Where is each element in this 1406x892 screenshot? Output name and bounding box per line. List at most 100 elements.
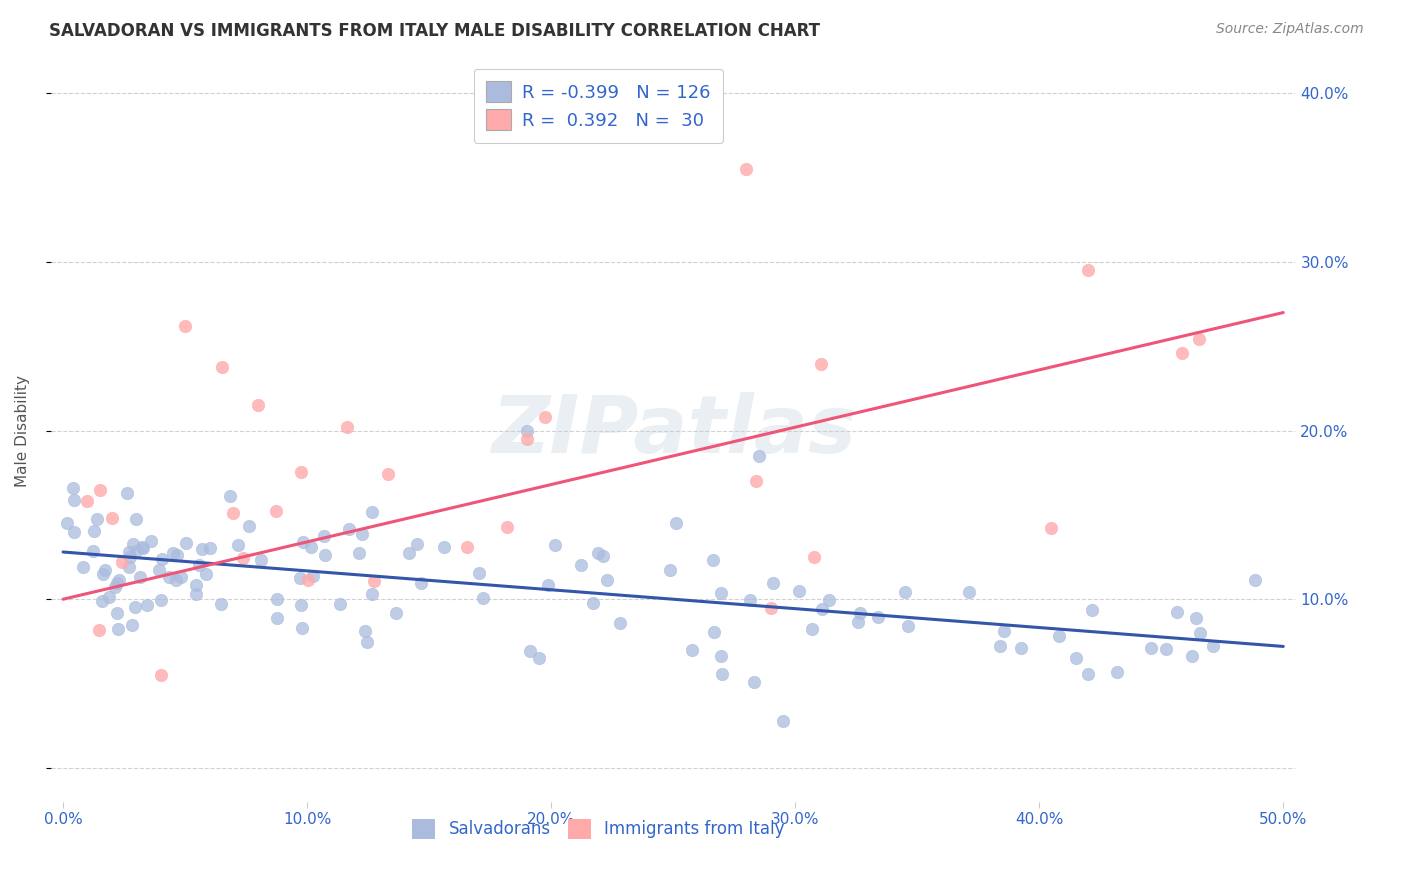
Point — [128, 570, 150, 584]
Point — [544, 538, 567, 552]
Point — [710, 586, 733, 600]
Point — [211, 359, 233, 374]
Point — [1105, 665, 1128, 680]
Point — [120, 549, 142, 564]
Point — [165, 574, 187, 588]
Point — [609, 615, 631, 630]
Point — [665, 516, 688, 530]
Point — [1188, 332, 1211, 346]
Point — [186, 578, 208, 592]
Point — [596, 573, 619, 587]
Point — [772, 714, 794, 728]
Point — [89, 623, 111, 637]
Point — [266, 504, 288, 518]
Point — [232, 550, 254, 565]
Point — [174, 536, 197, 550]
Point — [787, 584, 810, 599]
Point — [162, 546, 184, 560]
Point — [132, 541, 155, 555]
Point — [846, 615, 869, 629]
Point — [433, 540, 456, 554]
Point — [516, 432, 538, 446]
Point — [191, 542, 214, 557]
Point — [299, 540, 322, 554]
Point — [742, 674, 765, 689]
Point — [118, 560, 141, 574]
Point — [291, 621, 314, 635]
Point — [893, 584, 915, 599]
Point — [398, 546, 420, 560]
Point — [105, 575, 128, 590]
Point — [1010, 641, 1032, 656]
Point — [735, 162, 758, 177]
Point — [745, 474, 768, 488]
Point — [988, 639, 1011, 653]
Point — [1166, 605, 1188, 619]
Point — [349, 546, 371, 560]
Point — [297, 573, 319, 587]
Legend: Salvadorans, Immigrants from Italy: Salvadorans, Immigrants from Italy — [405, 813, 792, 846]
Point — [125, 511, 148, 525]
Point — [104, 580, 127, 594]
Point — [170, 570, 193, 584]
Point — [849, 606, 872, 620]
Point — [329, 597, 352, 611]
Point — [519, 643, 541, 657]
Point — [818, 593, 841, 607]
Point — [1077, 263, 1099, 277]
Point — [152, 552, 174, 566]
Point — [810, 357, 832, 371]
Point — [1156, 641, 1178, 656]
Point — [586, 546, 609, 560]
Point — [135, 598, 157, 612]
Point — [495, 520, 517, 534]
Point — [82, 544, 104, 558]
Point — [569, 558, 592, 572]
Point — [302, 569, 325, 583]
Point — [186, 587, 208, 601]
Point — [659, 563, 682, 577]
Point — [98, 590, 121, 604]
Point — [314, 548, 336, 562]
Point — [527, 650, 550, 665]
Point — [63, 492, 86, 507]
Point — [157, 570, 180, 584]
Point — [1081, 602, 1104, 616]
Point — [149, 668, 172, 682]
Point — [361, 505, 384, 519]
Point — [363, 574, 385, 588]
Point — [288, 570, 311, 584]
Point — [866, 610, 889, 624]
Point — [411, 576, 433, 591]
Point — [314, 529, 336, 543]
Point — [195, 566, 218, 581]
Point — [1049, 629, 1071, 643]
Point — [218, 489, 240, 503]
Point — [107, 622, 129, 636]
Text: Source: ZipAtlas.com: Source: ZipAtlas.com — [1216, 22, 1364, 37]
Point — [118, 545, 141, 559]
Point — [537, 578, 560, 592]
Point — [139, 533, 162, 548]
Point — [266, 611, 288, 625]
Point — [111, 555, 134, 569]
Point — [959, 585, 981, 599]
Point — [105, 606, 128, 620]
Point — [1202, 639, 1225, 653]
Point — [121, 618, 143, 632]
Point — [89, 483, 111, 497]
Point — [761, 600, 783, 615]
Point — [209, 597, 232, 611]
Point — [681, 643, 703, 657]
Y-axis label: Male Disability: Male Disability — [15, 375, 30, 487]
Point — [356, 635, 378, 649]
Point — [336, 419, 359, 434]
Point — [188, 558, 211, 573]
Point — [811, 602, 834, 616]
Point — [125, 544, 148, 558]
Point — [468, 566, 491, 580]
Point — [582, 596, 605, 610]
Point — [91, 594, 114, 608]
Point — [108, 574, 131, 588]
Point — [1139, 640, 1161, 655]
